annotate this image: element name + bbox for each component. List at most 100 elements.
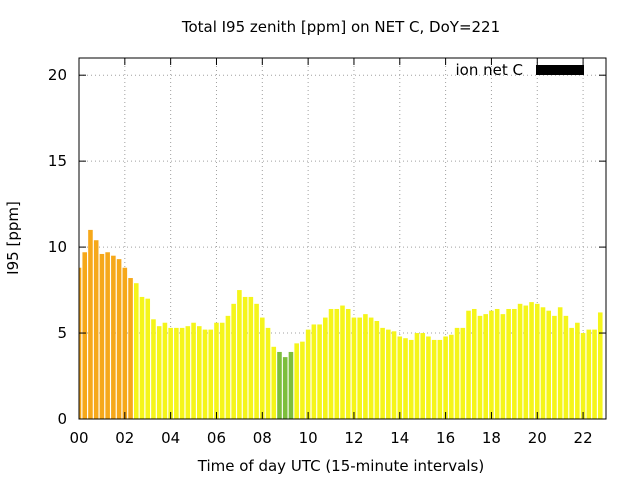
bar [151,319,156,419]
bar [271,346,277,419]
bar [443,336,448,419]
bar [397,336,403,419]
bar [420,333,425,419]
bar [116,259,122,419]
bar [82,252,88,419]
bar [231,303,236,419]
bar [323,317,328,419]
bar [529,302,534,419]
bar [156,326,162,419]
x-tick-label: 06 [207,429,226,447]
bar [597,312,603,419]
bar [454,327,460,419]
bar [540,307,546,419]
bar [99,253,105,419]
bar [575,322,580,419]
bar [79,267,82,419]
bar [580,333,586,419]
plot-frame [78,57,607,420]
axis-ticks: 0 5 10 15 20 00 02 04 06 08 10 12 14 16 18 20 22 [48,58,606,447]
bar [208,329,214,419]
bar [179,327,185,419]
bar [202,329,208,419]
x-tick-label: 18 [482,429,501,447]
bar [328,308,334,419]
bar [357,317,362,419]
bar [340,305,345,419]
bar [552,315,557,419]
x-tick-label: 22 [574,429,593,447]
bar [380,327,385,419]
bar [334,308,340,419]
x-tick-label: 08 [253,429,272,447]
bar [133,283,139,419]
y-tick-label: 10 [48,238,67,256]
y-tick-label: 20 [48,66,67,84]
bar [426,336,431,419]
bar [260,317,265,419]
bar [214,322,219,419]
bar [563,315,569,419]
x-tick-label: 12 [344,429,363,447]
x-tick-label: 14 [390,429,409,447]
bar [162,322,168,419]
bar [93,240,99,419]
bar [483,314,488,419]
bar [174,327,179,419]
bar [386,329,391,419]
bar [219,322,225,419]
bar [282,357,288,419]
bar [237,290,242,419]
bar [494,308,500,419]
bar [111,255,116,419]
y-tick-label: 0 [57,410,67,428]
bar [368,317,374,419]
bar [277,351,282,419]
x-tick-label: 04 [161,429,180,447]
legend-label: ion net C [456,61,523,79]
bar [534,303,540,419]
bar [506,308,511,419]
bar [403,338,408,419]
bar [523,305,529,419]
bar [311,324,317,419]
y-axis-label: I95 [ppm] [4,201,22,275]
bar [288,351,294,419]
bar [512,308,517,419]
bar [546,310,552,419]
bar [569,327,574,419]
bar [225,315,231,419]
bar [191,322,196,419]
x-tick-label: 16 [436,429,455,447]
bar [437,339,443,419]
x-tick-label: 10 [299,429,318,447]
bar [586,329,592,419]
bar [254,303,259,419]
bar [351,317,357,419]
bar [185,326,191,419]
bar [460,327,466,419]
bar [197,326,202,419]
bar [345,308,351,419]
bar [139,296,145,419]
bar [122,267,128,419]
bar [317,324,322,419]
bar [248,296,254,419]
bar [477,315,483,419]
bar [557,307,563,419]
y-tick-label: 5 [57,324,67,342]
bar [391,331,397,419]
bar [500,314,506,419]
bar [265,327,271,419]
bar [374,321,380,419]
bar [105,252,110,419]
bar [363,314,368,419]
bar [466,310,471,419]
bar [168,327,173,419]
bar [294,343,299,419]
bar [128,278,133,419]
bar [300,341,305,419]
bar [592,329,597,419]
x-tick-label: 00 [69,429,88,447]
